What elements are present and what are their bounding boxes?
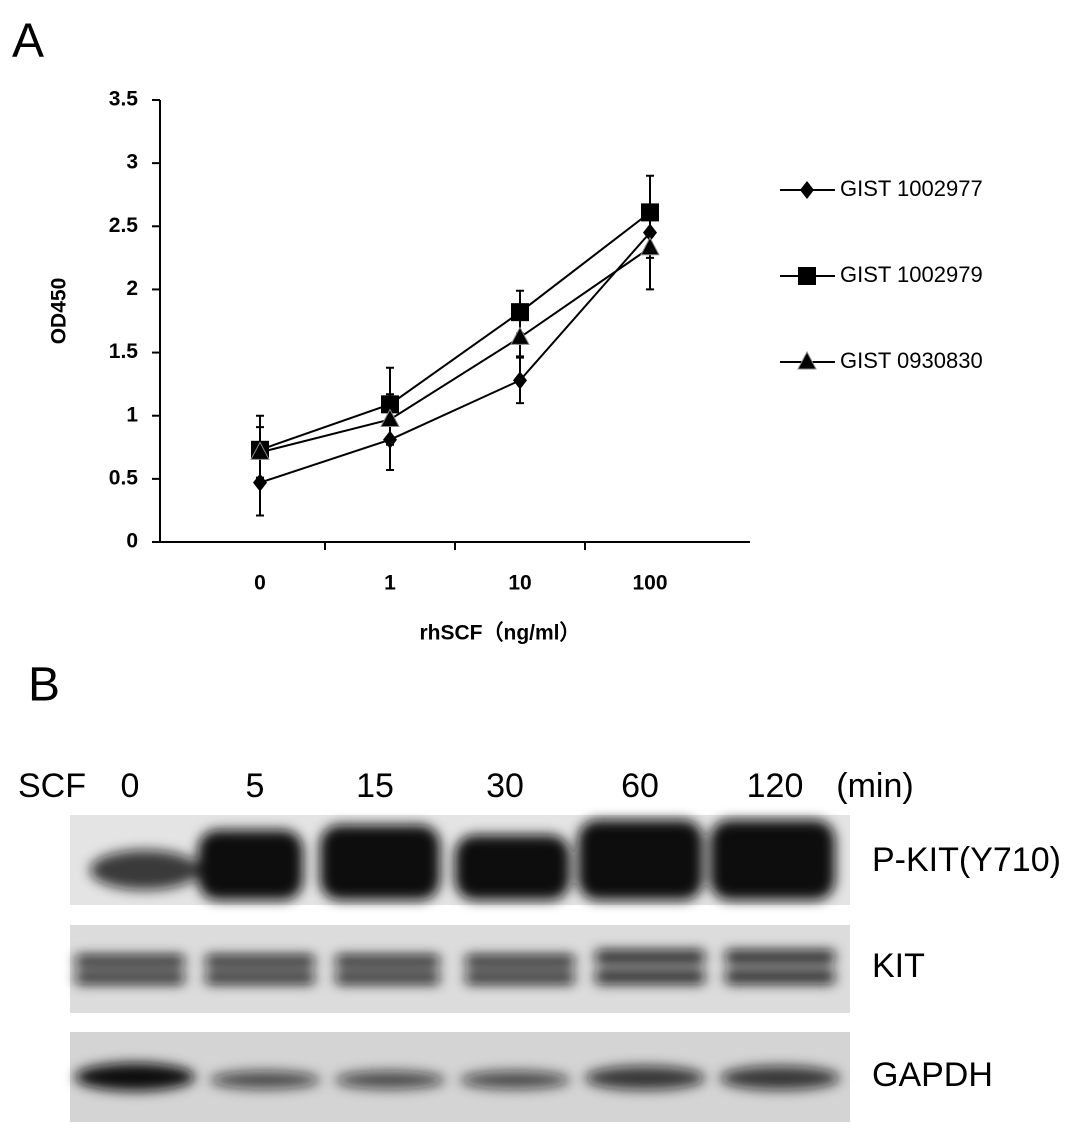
western-blot: SCF (min) 0 5 15 30 60 120 P-KIT(Y710) KIT GAPDH bbox=[18, 767, 1061, 1122]
legend-marker bbox=[798, 267, 816, 285]
band bbox=[578, 820, 703, 900]
lane-label: 120 bbox=[747, 767, 804, 805]
x-tick-label: 10 bbox=[508, 572, 531, 595]
lane-label: 0 bbox=[121, 767, 140, 805]
marker bbox=[640, 236, 660, 256]
band bbox=[465, 955, 575, 967]
band bbox=[335, 1071, 445, 1089]
panel-label: A bbox=[12, 15, 44, 68]
row-label: KIT bbox=[872, 947, 925, 985]
x-tick-label: 0 bbox=[254, 572, 266, 595]
band bbox=[595, 970, 705, 984]
y-tick-label: 3.5 bbox=[109, 88, 139, 111]
lane-label: 15 bbox=[356, 767, 394, 805]
blot-strip bbox=[70, 925, 850, 1013]
band bbox=[210, 1071, 320, 1089]
lane-label: 30 bbox=[486, 767, 524, 805]
band bbox=[335, 972, 440, 984]
legend-label: GIST 1002979 bbox=[840, 262, 983, 287]
lane-label: 5 bbox=[246, 767, 265, 805]
band bbox=[595, 950, 705, 964]
legend-label: GIST 1002977 bbox=[840, 176, 983, 201]
band bbox=[320, 825, 440, 900]
series-line bbox=[259, 211, 651, 451]
band bbox=[335, 955, 440, 967]
row-label: GAPDH bbox=[872, 1056, 993, 1094]
band bbox=[455, 835, 570, 900]
y-axis-title: OD450 bbox=[48, 278, 71, 345]
y-tick-label: 2.5 bbox=[109, 214, 139, 237]
band bbox=[465, 972, 575, 984]
band bbox=[205, 955, 315, 967]
marker bbox=[250, 441, 270, 460]
legend-label: GIST 0930830 bbox=[840, 348, 983, 373]
lane-label: 60 bbox=[621, 767, 659, 805]
y-tick-label: 2 bbox=[126, 277, 138, 300]
band bbox=[198, 830, 303, 900]
band bbox=[460, 1071, 570, 1089]
y-tick-label: 3 bbox=[126, 151, 138, 174]
marker bbox=[380, 408, 400, 428]
unit-label: (min) bbox=[836, 767, 913, 805]
band bbox=[585, 1066, 705, 1090]
series-line bbox=[259, 246, 651, 454]
row-label: P-KIT(Y710) bbox=[872, 841, 1061, 879]
y-tick-label: 0 bbox=[126, 530, 138, 553]
marker bbox=[513, 371, 527, 390]
x-axis-title: rhSCF（ng/ml） bbox=[420, 621, 581, 645]
treatment-label: SCF bbox=[18, 767, 86, 805]
x-tick-label: 1 bbox=[384, 572, 396, 595]
y-tick-label: 0.5 bbox=[109, 466, 139, 489]
marker bbox=[510, 326, 530, 345]
legend-marker bbox=[797, 350, 817, 370]
band bbox=[725, 950, 835, 964]
x-tick-label: 100 bbox=[632, 572, 667, 595]
panel-label: B bbox=[28, 659, 60, 712]
band bbox=[75, 972, 185, 984]
band bbox=[725, 970, 835, 984]
band bbox=[205, 972, 315, 984]
series-line bbox=[259, 231, 651, 484]
blot-strip bbox=[70, 1032, 850, 1122]
band bbox=[75, 955, 185, 967]
band bbox=[75, 1063, 195, 1091]
marker bbox=[511, 303, 529, 322]
band bbox=[710, 820, 835, 900]
band bbox=[720, 1066, 840, 1090]
y-tick-label: 1 bbox=[126, 403, 138, 426]
band bbox=[90, 850, 200, 890]
y-tick-label: 1.5 bbox=[109, 340, 139, 363]
legend-marker bbox=[800, 181, 814, 199]
